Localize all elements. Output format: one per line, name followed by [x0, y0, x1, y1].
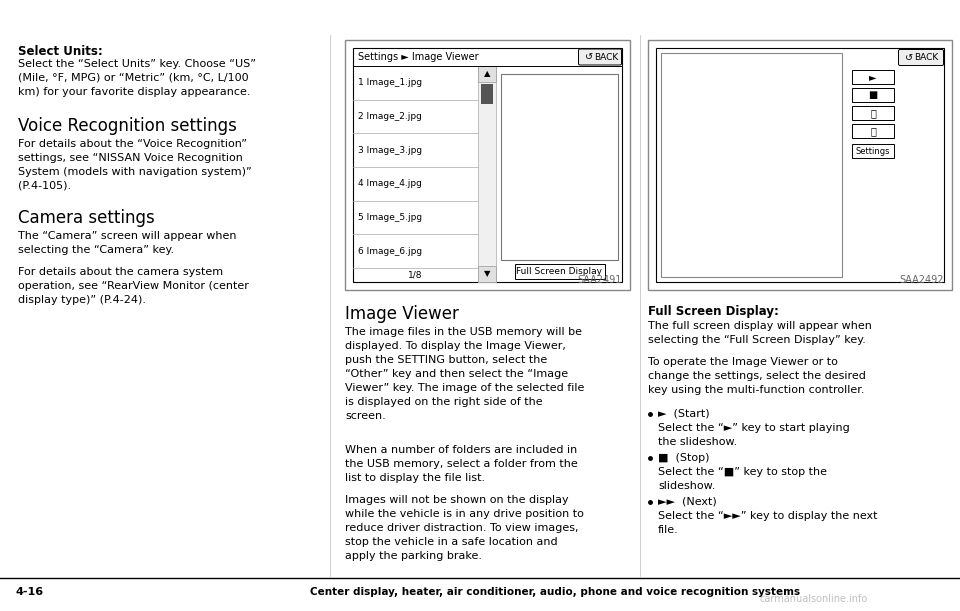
Text: ■: ■ — [869, 90, 877, 100]
Text: 4-16: 4-16 — [15, 587, 43, 597]
Text: The full screen display will appear when
selecting the “Full Screen Display” key: The full screen display will appear when… — [648, 321, 872, 345]
Bar — [478, 66, 496, 82]
Text: 1 Image_1.jpg: 1 Image_1.jpg — [358, 78, 422, 87]
Bar — [852, 70, 894, 84]
Text: Voice Recognition settings: Voice Recognition settings — [18, 117, 237, 135]
Text: BACK: BACK — [914, 53, 938, 62]
Bar — [852, 106, 894, 120]
Text: ■  (Stop): ■ (Stop) — [658, 453, 709, 463]
Text: Select the “Select Units” key. Choose “US”
(Mile, °F, MPG) or “Metric” (km, °C, : Select the “Select Units” key. Choose “U… — [18, 59, 256, 97]
Text: ↺: ↺ — [585, 52, 593, 62]
Text: The “Camera” screen will appear when
selecting the “Camera” key.: The “Camera” screen will appear when sel… — [18, 231, 236, 255]
Text: Select the “■” key to stop the
slideshow.: Select the “■” key to stop the slideshow… — [658, 467, 827, 491]
Text: When a number of folders are included in
the USB memory, select a folder from th: When a number of folders are included in… — [345, 445, 578, 483]
Text: 4 Image_4.jpg: 4 Image_4.jpg — [358, 180, 421, 188]
Text: To operate the Image Viewer or to
change the settings, select the desired
key us: To operate the Image Viewer or to change… — [648, 357, 866, 395]
Text: BACK: BACK — [594, 53, 618, 62]
Bar — [353, 48, 622, 282]
Bar — [656, 48, 944, 282]
Bar — [648, 40, 952, 290]
Text: 6 Image_6.jpg: 6 Image_6.jpg — [358, 247, 422, 255]
FancyBboxPatch shape — [579, 49, 621, 65]
Bar — [481, 84, 493, 104]
Text: Center display, heater, air conditioner, audio, phone and voice recognition syst: Center display, heater, air conditioner,… — [310, 587, 800, 597]
FancyBboxPatch shape — [899, 49, 944, 65]
Text: 5 Image_5.jpg: 5 Image_5.jpg — [358, 213, 422, 222]
Text: For details about the camera system
operation, see “RearView Monitor (center
dis: For details about the camera system oper… — [18, 267, 249, 305]
Text: carmanualsonline.info: carmanualsonline.info — [760, 594, 868, 604]
Bar — [345, 40, 630, 290]
Text: SAA2491: SAA2491 — [578, 275, 622, 285]
Bar — [852, 124, 894, 138]
Text: Select the “►►” key to display the next
file.: Select the “►►” key to display the next … — [658, 511, 877, 535]
Bar — [501, 74, 618, 260]
Text: ►►  (Next): ►► (Next) — [658, 497, 717, 507]
Text: Settings ► Image Viewer: Settings ► Image Viewer — [358, 52, 479, 62]
Text: ⏭: ⏭ — [870, 108, 876, 118]
Text: ↺: ↺ — [905, 53, 913, 62]
Bar — [515, 264, 605, 279]
Bar — [478, 66, 496, 282]
Text: Images will not be shown on the display
while the vehicle is in any drive positi: Images will not be shown on the display … — [345, 495, 584, 561]
Text: The image files in the USB memory will be
displayed. To display the Image Viewer: The image files in the USB memory will b… — [345, 327, 585, 421]
Text: Settings: Settings — [855, 147, 890, 156]
Text: 2 Image_2.jpg: 2 Image_2.jpg — [358, 112, 421, 121]
Text: ▼: ▼ — [484, 269, 491, 279]
Bar — [661, 53, 842, 277]
Text: Full Screen Display: Full Screen Display — [516, 267, 603, 276]
Text: 3 Image_3.jpg: 3 Image_3.jpg — [358, 145, 422, 155]
Bar — [852, 88, 894, 102]
Text: 1/8: 1/8 — [408, 271, 422, 279]
Text: Select the “►” key to start playing
the slideshow.: Select the “►” key to start playing the … — [658, 423, 850, 447]
Text: ►: ► — [869, 72, 876, 82]
Text: For details about the “Voice Recognition”
settings, see “NISSAN Voice Recognitio: For details about the “Voice Recognition… — [18, 139, 252, 191]
Text: SAA2492: SAA2492 — [900, 275, 944, 285]
Bar — [478, 266, 496, 282]
Text: Camera settings: Camera settings — [18, 209, 155, 227]
Text: ►  (Start): ► (Start) — [658, 409, 709, 419]
Text: ⏮: ⏮ — [870, 126, 876, 136]
Text: Select Units:: Select Units: — [18, 45, 103, 58]
Bar — [852, 144, 894, 158]
Text: Full Screen Display:: Full Screen Display: — [648, 305, 779, 318]
Text: Image Viewer: Image Viewer — [345, 305, 459, 323]
Text: ▲: ▲ — [484, 70, 491, 78]
